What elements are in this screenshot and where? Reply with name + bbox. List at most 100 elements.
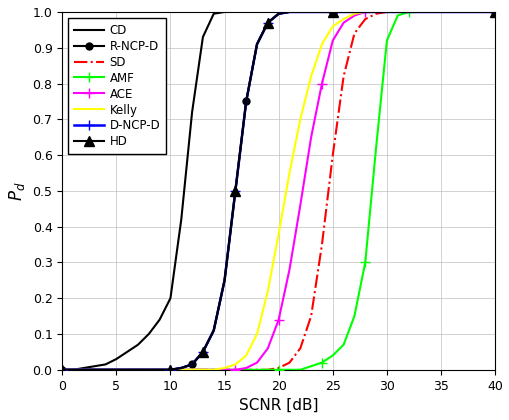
ACE bbox=[243, 365, 249, 370]
D-NCP-D bbox=[200, 349, 206, 354]
SD bbox=[491, 9, 497, 14]
Kelly bbox=[383, 9, 389, 14]
CD bbox=[200, 34, 206, 39]
AMF bbox=[394, 13, 400, 18]
R-NCP-D bbox=[232, 188, 238, 193]
HD bbox=[264, 20, 270, 25]
HD bbox=[275, 11, 281, 16]
D-NCP-D bbox=[329, 9, 335, 14]
AMF bbox=[297, 367, 303, 372]
D-NCP-D bbox=[113, 367, 119, 372]
AMF bbox=[405, 9, 411, 14]
HD bbox=[383, 9, 389, 14]
X-axis label: SCNR [dB]: SCNR [dB] bbox=[238, 398, 318, 413]
SD bbox=[383, 9, 389, 14]
AMF bbox=[329, 353, 335, 358]
R-NCP-D bbox=[329, 9, 335, 14]
SD bbox=[286, 360, 292, 365]
AMF bbox=[372, 145, 378, 150]
HD bbox=[491, 9, 497, 14]
D-NCP-D bbox=[286, 9, 292, 14]
Line: SD: SD bbox=[62, 12, 494, 370]
Kelly bbox=[437, 9, 443, 14]
AMF bbox=[361, 260, 367, 265]
R-NCP-D bbox=[275, 11, 281, 16]
Kelly bbox=[340, 16, 346, 21]
ACE bbox=[167, 367, 173, 372]
CD bbox=[167, 296, 173, 301]
CD bbox=[135, 342, 141, 347]
R-NCP-D bbox=[210, 328, 216, 333]
Kelly bbox=[59, 367, 65, 372]
R-NCP-D bbox=[253, 42, 260, 47]
D-NCP-D bbox=[383, 9, 389, 14]
AMF bbox=[437, 9, 443, 14]
Kelly bbox=[351, 11, 357, 16]
AMF bbox=[221, 367, 227, 372]
D-NCP-D bbox=[156, 367, 162, 372]
SD bbox=[361, 16, 367, 21]
HD bbox=[200, 349, 206, 354]
ACE bbox=[264, 346, 270, 351]
CD bbox=[59, 367, 65, 372]
HD bbox=[329, 9, 335, 14]
Line: CD: CD bbox=[62, 12, 494, 370]
D-NCP-D bbox=[232, 188, 238, 193]
SD bbox=[221, 367, 227, 372]
HD bbox=[167, 367, 173, 372]
Legend: CD, R-NCP-D, SD, AMF, ACE, Kelly, D-NCP-D, HD: CD, R-NCP-D, SD, AMF, ACE, Kelly, D-NCP-… bbox=[68, 18, 166, 154]
HD bbox=[156, 367, 162, 372]
AMF bbox=[340, 342, 346, 347]
HD bbox=[189, 362, 195, 367]
HD bbox=[113, 367, 119, 372]
ACE bbox=[491, 9, 497, 14]
HD bbox=[221, 278, 227, 283]
Kelly bbox=[275, 231, 281, 236]
R-NCP-D bbox=[113, 367, 119, 372]
HD bbox=[253, 42, 260, 47]
AMF bbox=[307, 364, 314, 369]
ACE bbox=[286, 267, 292, 272]
ACE bbox=[253, 360, 260, 365]
Kelly bbox=[307, 74, 314, 79]
R-NCP-D bbox=[437, 9, 443, 14]
SD bbox=[253, 367, 260, 372]
SD bbox=[437, 9, 443, 14]
ACE bbox=[361, 9, 367, 14]
AMF bbox=[491, 9, 497, 14]
CD bbox=[178, 217, 184, 222]
Line: R-NCP-D: R-NCP-D bbox=[59, 8, 498, 373]
ACE bbox=[340, 20, 346, 25]
Y-axis label: $P_d$: $P_d$ bbox=[7, 181, 27, 201]
ACE bbox=[275, 317, 281, 322]
HD bbox=[59, 367, 65, 372]
SD bbox=[264, 367, 270, 372]
R-NCP-D bbox=[491, 9, 497, 14]
ACE bbox=[113, 367, 119, 372]
AMF bbox=[383, 38, 389, 43]
AMF bbox=[167, 367, 173, 372]
CD bbox=[124, 349, 130, 354]
ACE bbox=[307, 135, 314, 140]
R-NCP-D bbox=[156, 367, 162, 372]
D-NCP-D bbox=[189, 362, 195, 367]
SD bbox=[351, 31, 357, 36]
ACE bbox=[232, 367, 238, 372]
Kelly bbox=[318, 42, 324, 47]
AMF bbox=[351, 314, 357, 319]
CD bbox=[113, 357, 119, 362]
D-NCP-D bbox=[243, 99, 249, 104]
Kelly bbox=[264, 289, 270, 294]
Kelly bbox=[253, 331, 260, 336]
SD bbox=[297, 346, 303, 351]
SD bbox=[59, 367, 65, 372]
CD bbox=[80, 365, 87, 370]
Kelly bbox=[167, 367, 173, 372]
CD bbox=[329, 9, 335, 14]
D-NCP-D bbox=[59, 367, 65, 372]
R-NCP-D bbox=[200, 349, 206, 354]
ACE bbox=[383, 9, 389, 14]
Line: D-NCP-D: D-NCP-D bbox=[57, 7, 499, 375]
CD bbox=[102, 362, 108, 367]
D-NCP-D bbox=[210, 328, 216, 333]
